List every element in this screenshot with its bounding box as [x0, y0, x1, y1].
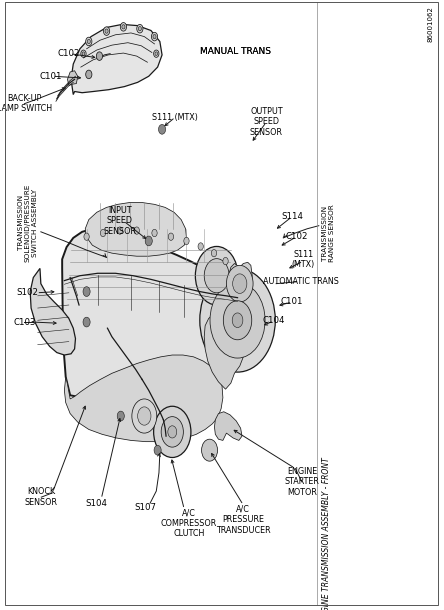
Circle shape [223, 301, 252, 340]
Polygon shape [67, 71, 78, 85]
Circle shape [83, 287, 90, 296]
Circle shape [198, 243, 203, 250]
Circle shape [168, 426, 177, 438]
Circle shape [210, 282, 265, 358]
Circle shape [154, 50, 159, 57]
Circle shape [233, 274, 247, 293]
Circle shape [82, 52, 85, 56]
Circle shape [211, 249, 217, 257]
Text: A/C
PRESSURE
TRANSDUCER: A/C PRESSURE TRANSDUCER [216, 505, 271, 534]
Circle shape [137, 24, 143, 33]
Circle shape [202, 439, 218, 461]
Circle shape [122, 25, 125, 29]
Circle shape [84, 233, 89, 240]
Text: AUTOMATIC TRANS: AUTOMATIC TRANS [263, 278, 338, 286]
Circle shape [87, 39, 91, 44]
Text: S107: S107 [135, 503, 157, 512]
Circle shape [151, 32, 158, 41]
Circle shape [154, 445, 161, 455]
Circle shape [204, 259, 229, 293]
Text: S104: S104 [86, 499, 108, 508]
Text: OUTPUT
SPEED
SENSOR: OUTPUT SPEED SENSOR [250, 107, 283, 137]
Text: TRANSMISSION
SOLENOID/PRESSURE
SWITCH ASSEMBLY: TRANSMISSION SOLENOID/PRESSURE SWITCH AS… [17, 184, 38, 262]
Circle shape [232, 313, 243, 328]
Text: S102: S102 [16, 289, 39, 297]
Circle shape [105, 29, 108, 33]
Text: TRANSMISSION
RANGE SENSOR: TRANSMISSION RANGE SENSOR [322, 204, 335, 262]
Polygon shape [204, 312, 245, 389]
Circle shape [134, 227, 139, 234]
Circle shape [103, 27, 110, 35]
Circle shape [120, 23, 127, 31]
Circle shape [223, 257, 228, 265]
Polygon shape [71, 24, 162, 95]
Circle shape [138, 27, 141, 31]
Text: MANUAL TRANS: MANUAL TRANS [200, 48, 271, 56]
Circle shape [81, 50, 86, 57]
Text: Fig. 3 ENGINE TRANSMISSION ASSEMBLY - FRONT: Fig. 3 ENGINE TRANSMISSION ASSEMBLY - FR… [322, 458, 331, 610]
Circle shape [159, 124, 166, 134]
Text: MANUAL TRANS: MANUAL TRANS [200, 48, 271, 56]
Polygon shape [62, 229, 241, 407]
Circle shape [161, 417, 183, 447]
Bar [320, 0, 444, 610]
Polygon shape [85, 203, 186, 256]
Circle shape [145, 236, 152, 246]
Text: BACK-UP
LAMP SWITCH: BACK-UP LAMP SWITCH [0, 94, 52, 113]
Text: C103: C103 [13, 318, 36, 326]
Circle shape [152, 229, 157, 237]
Text: C101: C101 [281, 298, 303, 306]
Circle shape [184, 237, 189, 245]
Polygon shape [30, 268, 75, 355]
Polygon shape [214, 412, 242, 440]
Circle shape [132, 399, 157, 433]
Circle shape [138, 407, 151, 425]
Circle shape [83, 317, 90, 327]
Text: C102: C102 [285, 232, 308, 241]
Circle shape [117, 411, 124, 421]
Polygon shape [64, 355, 223, 442]
Circle shape [117, 227, 123, 234]
Circle shape [195, 246, 238, 305]
Text: INPUT
SPEED
SENSOR: INPUT SPEED SENSOR [103, 206, 136, 235]
Text: ENGINE
STARTER
MOTOR: ENGINE STARTER MOTOR [285, 467, 319, 497]
Circle shape [100, 229, 106, 237]
Circle shape [155, 52, 158, 56]
Circle shape [200, 268, 275, 372]
Text: S111
(MTX): S111 (MTX) [292, 249, 315, 269]
Circle shape [226, 265, 253, 302]
Text: C101: C101 [40, 72, 62, 81]
Circle shape [168, 233, 174, 240]
Text: 86001062: 86001062 [428, 7, 434, 42]
Text: A/C
COMPRESSOR
CLUTCH: A/C COMPRESSOR CLUTCH [161, 509, 217, 538]
Text: S111 (MTX): S111 (MTX) [152, 113, 198, 121]
Circle shape [96, 52, 103, 60]
Text: C104: C104 [263, 317, 285, 325]
Text: S114: S114 [281, 212, 303, 221]
Circle shape [153, 35, 156, 39]
Polygon shape [229, 262, 252, 305]
Circle shape [154, 406, 191, 458]
Text: C102: C102 [58, 49, 80, 58]
Text: KNOCK
SENSOR: KNOCK SENSOR [25, 487, 58, 507]
Circle shape [86, 37, 92, 46]
Circle shape [86, 70, 92, 79]
